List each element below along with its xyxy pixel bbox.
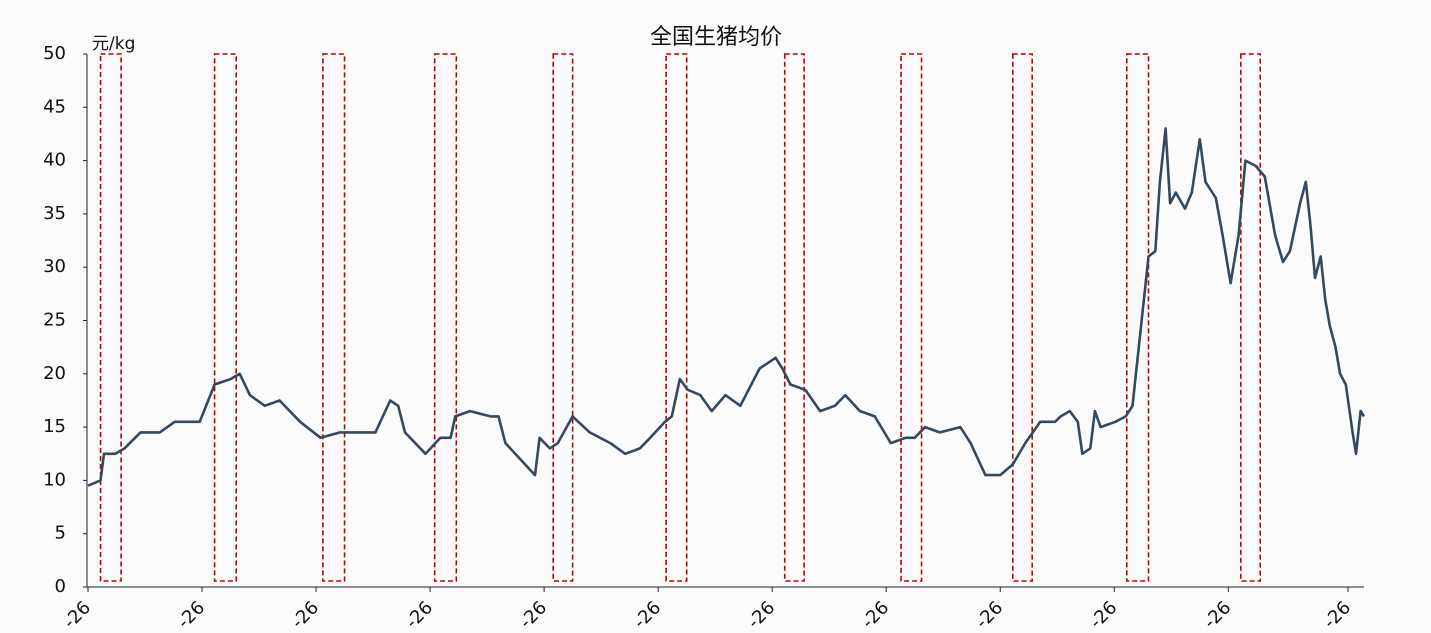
x-tick-label: -26 <box>402 597 438 633</box>
x-tick-label: -26 <box>1086 597 1122 633</box>
x-tick-label: -26 <box>287 597 323 633</box>
highlight-box <box>900 53 923 582</box>
y-unit: 元/kg <box>92 34 135 54</box>
highlight-box <box>1126 53 1150 582</box>
x-tick-label: -26 <box>972 597 1008 633</box>
highlight-box <box>1011 53 1033 582</box>
y-tick-label: 5 <box>55 523 66 544</box>
x-tick-label: -26 <box>1200 597 1236 633</box>
x-tick-label: -26 <box>59 597 95 633</box>
highlight-box <box>665 53 688 582</box>
x-tick-label: -26 <box>1319 597 1355 633</box>
y-tick-label: 30 <box>43 256 66 277</box>
y-tick-label: 0 <box>55 576 66 597</box>
y-tick-label: 45 <box>43 96 66 117</box>
highlight-box <box>552 53 574 582</box>
highlight-box <box>322 53 346 582</box>
y-tick-label: 20 <box>43 363 66 384</box>
y-tick-label: 15 <box>43 416 66 437</box>
y-tick-label: 25 <box>43 310 66 331</box>
x-tick-label: -26 <box>858 597 894 633</box>
y-tick-label: 10 <box>43 469 66 490</box>
y-tick-label: 40 <box>43 150 66 171</box>
highlight-box <box>213 53 238 582</box>
y-tick-label: 50 <box>43 43 66 64</box>
series-line <box>87 127 1366 487</box>
chart-title: 全国生猪均价 <box>650 25 782 50</box>
highlight-box <box>1240 53 1262 582</box>
x-tick-label: -26 <box>630 597 666 633</box>
y-tick-label: 35 <box>43 203 66 224</box>
highlight-box <box>433 53 458 582</box>
x-tick-label: -26 <box>744 597 780 633</box>
highlight-box <box>99 53 122 582</box>
x-tick-label: -26 <box>516 597 552 633</box>
highlight-box <box>783 53 805 582</box>
x-tick-label: -26 <box>173 597 209 633</box>
